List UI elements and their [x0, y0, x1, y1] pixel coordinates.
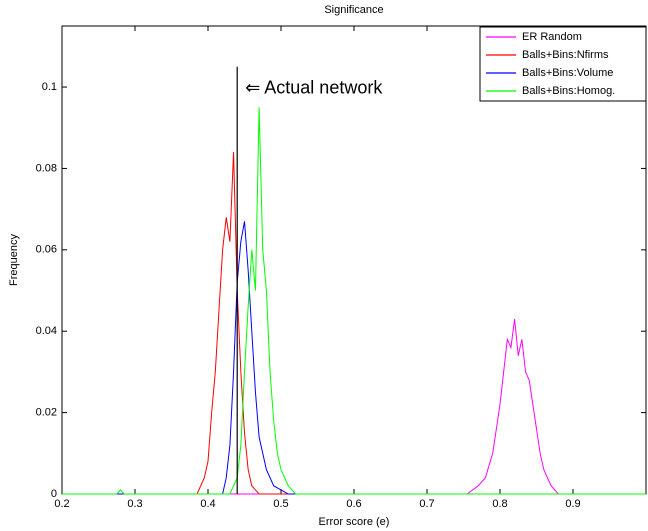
series-line: [62, 318, 646, 495]
legend-label: Balls+Bins:Homog.: [522, 85, 615, 97]
x-tick-label: 0.4: [200, 498, 215, 510]
y-tick-label: 0.08: [36, 162, 57, 174]
legend-label: ER Random: [522, 31, 582, 43]
x-tick-label: 0.9: [565, 498, 580, 510]
y-axis-label: Frequency: [8, 234, 20, 286]
x-tick-label: 0.2: [54, 498, 69, 510]
y-tick-label: 0.1: [42, 81, 57, 93]
x-tick-label: 0.6: [346, 498, 361, 510]
chart-title: Significance: [324, 4, 383, 16]
legend-label: Balls+Bins:Volume: [522, 67, 613, 79]
x-tick-label: 0.7: [419, 498, 434, 510]
x-axis-label: Error score (e): [319, 516, 390, 528]
legend-label: Balls+Bins:Nfirms: [522, 49, 609, 61]
series-line: [62, 152, 646, 495]
annotation-text: ⇐ Actual network: [245, 77, 383, 97]
y-tick-label: 0.04: [36, 325, 57, 337]
series-line: [62, 107, 646, 495]
series-line: [62, 221, 646, 495]
y-tick-label: 0.02: [36, 407, 57, 419]
legend-box: [479, 26, 647, 102]
x-tick-label: 0.3: [127, 498, 142, 510]
x-tick-label: 0.8: [492, 498, 507, 510]
x-tick-label: 0.5: [273, 498, 288, 510]
y-tick-label: 0: [51, 488, 57, 500]
y-tick-label: 0.06: [36, 244, 57, 256]
